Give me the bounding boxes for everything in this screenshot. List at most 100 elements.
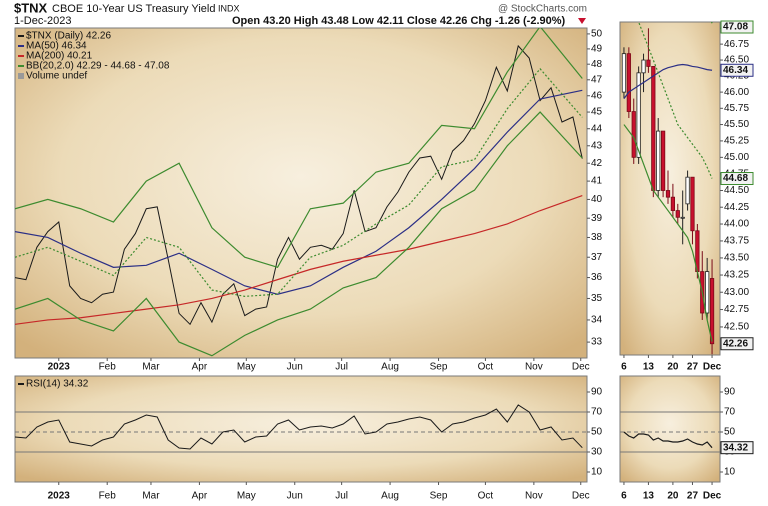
y-tick-label: 90 [591,387,603,398]
y-tick-label: 10 [724,467,736,478]
chart-title: CBOE 10-Year US Treasury Yield [52,3,215,15]
y-tick-label: 50 [724,427,736,438]
series-line [710,22,713,24]
y-tick-label: 70 [591,407,603,418]
x-tick-label: Sep [430,362,448,373]
y-tick-label: 40 [591,194,603,205]
x-tick-label: Dec [572,362,590,373]
exchange: INDX [218,3,240,13]
y-tick-label: 42.50 [724,322,749,333]
series-line [637,22,713,179]
candle-body [680,216,685,219]
y-tick-label: 41 [591,176,603,187]
source: @ StockCharts.com [498,4,587,15]
series-line [15,194,583,325]
value-tag: 34.32 [723,442,748,453]
y-tick-label: 45.00 [724,152,749,163]
x-tick-label: Feb [99,362,117,373]
legend-label: BB(20,2.0) 42.29 - 44.68 - 47.08 [26,61,170,72]
value-tag: 47.08 [723,22,748,33]
candle-body [651,66,656,191]
value-tag: 42.26 [723,338,748,349]
legend-label: $TNX (Daily) 42.26 [26,31,111,42]
down-arrow [578,18,586,24]
value-tag-box [720,337,754,351]
series-line [15,404,583,450]
y-tick-label: 46.50 [724,55,749,66]
y-tick-label: 43.50 [724,253,749,264]
candle-body [660,130,666,191]
x-tick-label: May [237,362,256,373]
series-line [623,63,713,99]
y-tick-label: 43.25 [724,270,749,281]
y-tick-label: 46 [591,90,603,101]
x-tick-label: 2023 [48,362,71,373]
candle-body [636,72,641,158]
y-tick-label: 34 [591,315,603,326]
x-tick-label: 2023 [48,491,71,502]
x-tick-label: Jun [287,362,303,373]
y-tick-label: 90 [724,387,736,398]
x-tick-label: Apr [192,362,208,373]
y-tick-label: 38 [591,232,603,243]
y-tick-label: 45 [591,107,603,118]
series-line [623,431,713,449]
candle-body [690,176,695,232]
y-tick-label: 43 [591,140,603,151]
x-tick-label: Aug [381,491,399,502]
candle-body [621,53,627,93]
y-tick-label: 45.50 [724,119,749,130]
y-tick-label: 35 [591,293,603,304]
y-tick-label: 10 [591,467,603,478]
x-tick-label: Oct [478,491,494,502]
y-tick-label: 30 [591,447,603,458]
x-tick-label: Mar [142,362,160,373]
y-tick-label: 49 [591,44,603,55]
series-line [623,124,713,342]
series-line [15,44,583,326]
plot-area [621,22,715,355]
y-tick-label: 46.00 [724,87,749,98]
y-tick-label: 44 [591,123,603,134]
x-tick-label: Apr [192,491,208,502]
date: 1-Dec-2023 [14,15,71,27]
y-tick-label: 45.25 [724,136,749,147]
value-tag-box [720,63,754,77]
panel [619,375,721,483]
y-tick-label: 37 [591,252,603,263]
legend-label: MA(200) 40.21 [26,51,93,62]
x-tick-label: 6 [621,362,627,373]
y-tick-label: 43.75 [724,236,749,247]
x-tick-label: 20 [667,362,679,373]
y-tick-label: 48 [591,59,603,70]
x-tick-label: Dec [703,491,722,502]
legend-swatch [18,73,24,79]
legend-note: Volume undef [26,71,87,82]
symbol: $TNX [14,0,48,15]
legend-label: MA(50) 46.34 [26,41,87,52]
x-tick-label: May [237,491,256,502]
x-tick-label: Dec [572,491,590,502]
value-tag: 46.34 [723,65,748,76]
x-tick-label: 20 [667,491,679,502]
candle-body [675,210,680,218]
series-line [15,89,583,295]
candle-body [626,53,631,112]
x-tick-label: Jul [335,362,348,373]
y-tick-label: 44.25 [724,202,749,213]
candle-body [656,130,661,191]
x-tick-label: Feb [99,491,117,502]
y-tick-label: 42 [591,158,603,169]
x-tick-label: Dec [703,362,722,373]
series-line [15,111,583,357]
quote: Open 43.20 High 43.48 Low 42.11 Close 42… [232,15,566,27]
x-tick-label: 13 [643,491,655,502]
plot-area [15,404,587,453]
value-tag-box [720,441,754,455]
series-line [15,28,583,269]
y-tick-label: 44.50 [724,185,749,196]
x-tick-label: Sep [430,491,448,502]
x-tick-label: 6 [621,491,627,502]
